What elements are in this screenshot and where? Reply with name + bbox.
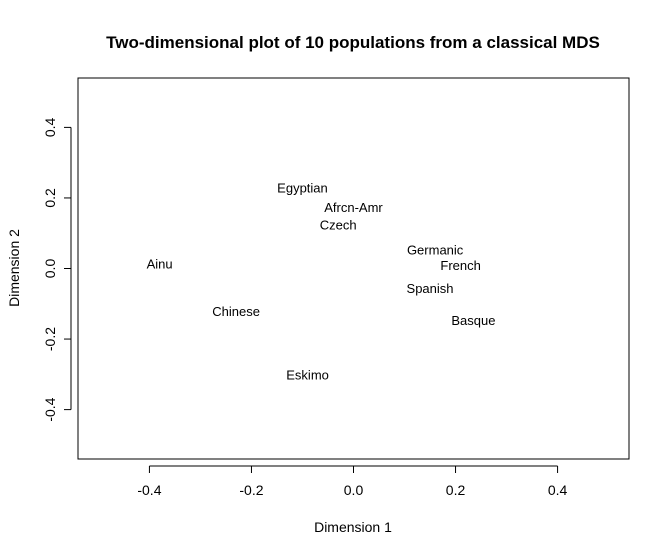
y-tick-label: 0.0	[42, 259, 58, 279]
point-label-egyptian: Egyptian	[277, 181, 328, 196]
y-tick-label: 0.2	[42, 188, 58, 208]
x-axis: -0.4 -0.2 0.0 0.2 0.4	[137, 465, 568, 498]
x-tick-label: 0.2	[446, 482, 466, 498]
x-tick-label: 0.4	[548, 482, 568, 498]
y-axis-label: Dimension 2	[6, 229, 22, 307]
x-axis-label: Dimension 1	[314, 519, 392, 535]
point-label-eskimo: Eskimo	[286, 368, 329, 383]
x-tick-label: -0.2	[239, 482, 263, 498]
point-label-czech: Czech	[320, 218, 357, 233]
point-label-french: French	[440, 258, 480, 273]
chart-title: Two-dimensional plot of 10 populations f…	[106, 33, 600, 52]
y-tick-label: -0.4	[42, 397, 58, 421]
point-label-germanic: Germanic	[407, 242, 464, 257]
point-labels: Ainu Egyptian Afrcn-Amr Czech GermanicFrench…	[147, 181, 496, 383]
x-tick-label: -0.4	[137, 482, 161, 498]
point-label-chinese: Chinese	[212, 304, 260, 319]
plot-frame	[77, 77, 630, 460]
point-label-spanish: Spanish	[407, 281, 454, 296]
point-label-basque: Basque	[451, 313, 495, 328]
y-tick-label: 0.4	[42, 117, 58, 137]
y-axis: -0.4 -0.2 0.0 0.2 0.4	[42, 117, 72, 422]
point-label-afrcn-amr: Afrcn-Amr	[324, 200, 383, 215]
y-tick-label: -0.2	[42, 327, 58, 351]
x-tick-label: 0.0	[344, 482, 364, 498]
point-label-ainu: Ainu	[147, 256, 173, 271]
